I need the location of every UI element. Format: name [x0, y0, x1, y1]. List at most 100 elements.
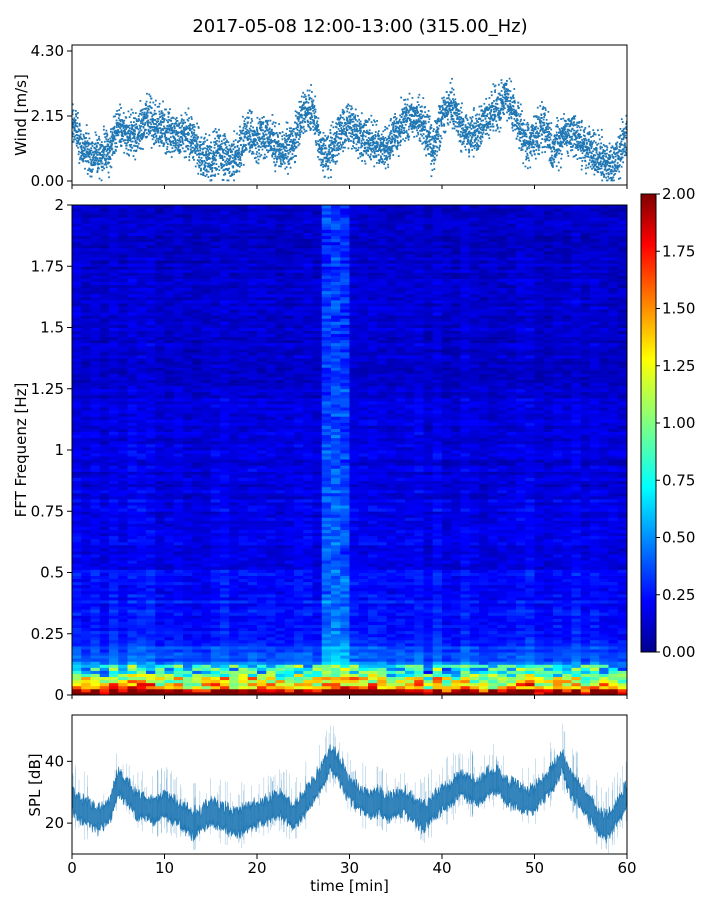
wind-point	[275, 140, 278, 143]
wind-point	[538, 146, 541, 149]
wind-point	[414, 111, 417, 113]
wind-point	[308, 98, 311, 101]
wind-point	[330, 147, 333, 149]
wind-point	[118, 131, 120, 134]
wind-point	[303, 93, 306, 96]
wind-point	[330, 142, 333, 144]
wind-point	[584, 160, 587, 163]
wind-point	[575, 131, 578, 133]
wind-point	[219, 153, 221, 156]
wind-point	[100, 141, 103, 144]
wind-point	[453, 93, 456, 96]
wind-point	[561, 135, 564, 138]
wind-point	[128, 144, 131, 146]
wind-point	[478, 105, 481, 108]
wind-point	[257, 136, 259, 139]
wind-point	[159, 140, 162, 143]
wind-point	[372, 124, 374, 126]
wind-point	[231, 157, 234, 160]
wind-point	[87, 143, 90, 146]
wind-point	[356, 141, 359, 144]
wind-point	[460, 121, 463, 124]
wind-point	[255, 153, 258, 156]
wind-point	[331, 121, 334, 123]
wind-point	[540, 114, 543, 117]
wind-point	[291, 142, 294, 145]
wind-point	[346, 122, 349, 125]
wind-point	[169, 151, 172, 154]
wind-point	[100, 153, 103, 156]
wind-point	[287, 160, 290, 162]
wind-point	[421, 121, 424, 124]
wind-point	[374, 131, 377, 133]
wind-point	[150, 134, 153, 137]
wind-point	[454, 101, 457, 104]
wind-point	[569, 119, 572, 122]
wind-point	[221, 156, 224, 159]
wind-point	[150, 123, 153, 126]
wind-point	[391, 145, 394, 148]
wind-point	[528, 159, 530, 162]
wind-point	[496, 124, 498, 127]
wind-point	[439, 145, 442, 148]
wind-point	[283, 162, 286, 165]
wind-point	[154, 132, 157, 135]
wind-point	[389, 155, 391, 158]
wind-point	[298, 116, 301, 119]
wind-point	[358, 118, 361, 121]
wind-point	[533, 146, 536, 149]
wind-point	[225, 164, 228, 166]
wind-point	[556, 133, 558, 136]
wind-point	[201, 148, 204, 151]
wind-point	[463, 140, 465, 143]
wind-point	[418, 137, 421, 140]
wind-point	[377, 130, 380, 132]
wind-point	[338, 125, 341, 128]
wind-point	[110, 166, 113, 169]
wind-point	[318, 146, 321, 149]
wind-point	[158, 145, 161, 147]
wind-point	[328, 148, 331, 151]
wind-point	[247, 112, 249, 114]
wind-point	[398, 130, 400, 133]
wind-point	[559, 149, 562, 152]
wind-point	[424, 106, 427, 108]
wind-point	[435, 129, 438, 132]
wind-point	[532, 141, 535, 144]
wind-point	[313, 106, 316, 109]
wind-point	[227, 148, 230, 151]
wind-point	[76, 122, 78, 125]
wind-point	[310, 112, 313, 115]
wind-point	[188, 124, 190, 127]
wind-point	[190, 116, 193, 118]
wind-point	[340, 127, 343, 130]
wind-point	[543, 129, 546, 132]
wind-point	[537, 134, 540, 136]
wind-point	[483, 114, 486, 117]
wind-point	[365, 124, 367, 126]
wind-point	[388, 146, 391, 148]
wind-point	[127, 153, 130, 156]
wind-point	[234, 158, 237, 161]
wind-point	[164, 108, 166, 111]
wind-point	[405, 110, 408, 112]
wind-point	[443, 124, 446, 127]
wind-point	[358, 136, 361, 139]
wind-point	[96, 167, 99, 170]
wind-point	[530, 126, 533, 128]
wind-point	[501, 94, 504, 97]
wind-point	[357, 129, 360, 132]
wind-point	[271, 113, 274, 116]
wind-point	[109, 165, 112, 168]
wind-point	[376, 146, 379, 149]
wind-point	[332, 148, 335, 150]
wind-point	[364, 162, 367, 165]
wind-point	[417, 127, 420, 129]
wind-point	[80, 148, 83, 151]
wind-point	[236, 141, 239, 144]
wind-point	[545, 139, 547, 142]
wind-point	[177, 145, 180, 148]
wind-point	[106, 149, 109, 152]
wind-point	[313, 120, 315, 123]
wind-point	[579, 141, 582, 144]
